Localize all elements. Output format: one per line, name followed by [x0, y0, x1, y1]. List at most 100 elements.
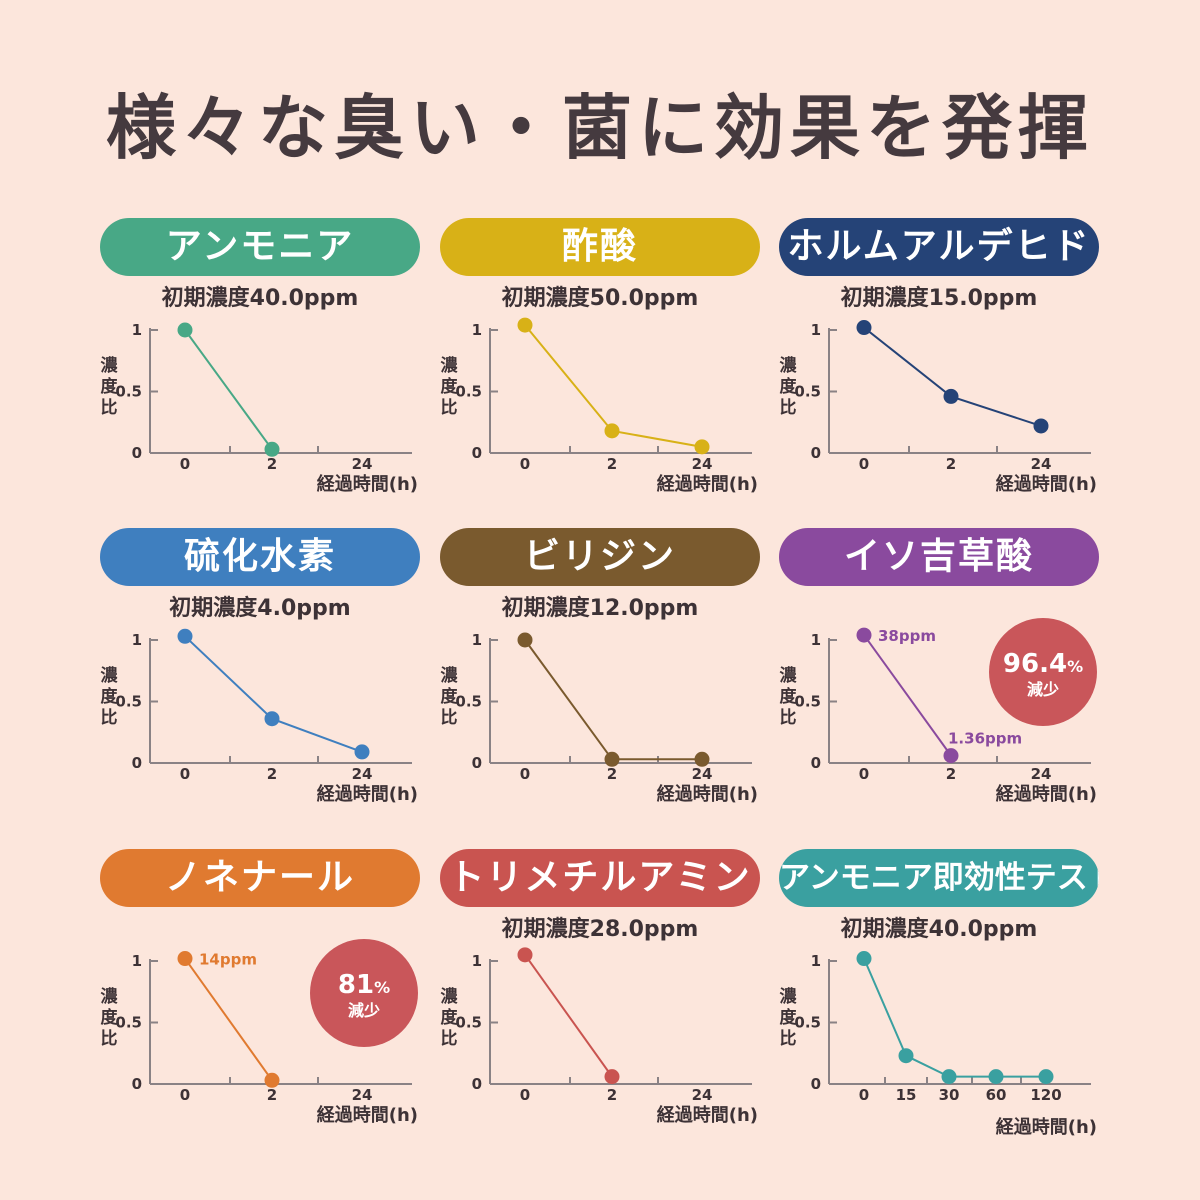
data-point	[1038, 1069, 1054, 1085]
data-point	[264, 441, 280, 457]
y-tick-label: 0	[472, 444, 482, 462]
chart-title: ビリジン	[440, 528, 760, 586]
y-tick-label: 0.5	[115, 1014, 142, 1032]
y-axis-label: 濃	[780, 986, 798, 1007]
x-axis-label: 経過時間(h)	[996, 783, 1097, 805]
initial-concentration: 初期濃度28.0ppm	[501, 917, 699, 942]
data-label: 1.36ppm	[948, 730, 1022, 748]
x-tick-label: 2	[267, 765, 277, 783]
y-axis-label: 比	[441, 707, 458, 728]
x-tick-label: 24	[352, 1086, 373, 1104]
page-title: 様々な臭い・菌に効果を発揮	[106, 87, 1094, 169]
y-tick-label: 0	[472, 754, 482, 772]
y-axis-label: 比	[101, 707, 118, 728]
y-axis-label: 濃	[101, 665, 119, 686]
y-axis-label: 比	[101, 397, 118, 418]
initial-concentration: 初期濃度40.0ppm	[840, 917, 1038, 942]
series-line	[524, 954, 613, 1078]
data-point	[517, 317, 533, 333]
badge-label: 減少	[1027, 680, 1059, 699]
y-tick-label: 1	[811, 952, 821, 970]
data-label: 38ppm	[878, 627, 936, 645]
badge-label: 減少	[348, 1001, 380, 1020]
x-tick-label: 2	[607, 1086, 617, 1104]
badge-number: 96.4	[1003, 649, 1067, 679]
panel-nonenal: ノネナール 1 0.5 0 濃度比 0 2 24 経過時間(h) 14ppm 81% 減少	[100, 849, 440, 1149]
reduction-badge: 81%減少	[310, 939, 418, 1047]
y-tick-label: 0	[811, 754, 821, 772]
y-axis-label: 度	[441, 1007, 459, 1028]
initial-concentration: 初期濃度15.0ppm	[840, 286, 1038, 311]
initial-concentration: 初期濃度12.0ppm	[501, 596, 699, 621]
chart-title: 硫化水素	[100, 528, 420, 586]
x-axis-label: 経過時間(h)	[996, 473, 1097, 495]
series-line	[184, 635, 363, 753]
x-tick-label: 0	[859, 455, 869, 473]
y-tick-label: 1	[472, 631, 482, 649]
x-axis-label: 経過時間(h)	[317, 1104, 418, 1126]
x-tick-label: 24	[692, 455, 713, 473]
y-axis-label: 比	[101, 1028, 118, 1049]
series-line	[184, 329, 273, 450]
chart-title: ホルムアルデヒド	[779, 218, 1099, 276]
data-point	[177, 951, 193, 967]
y-axis-label: 濃	[780, 665, 798, 686]
data-point	[604, 423, 620, 439]
y-tick-label: 1	[472, 952, 482, 970]
data-point	[856, 951, 872, 967]
x-tick-label: 24	[352, 455, 373, 473]
data-point	[517, 947, 533, 963]
panel-formaldehyde: ホルムアルデヒド 初期濃度15.0ppm 1 0.5 0 濃度比 0 2 24 経過時間(h)	[779, 218, 1119, 518]
chart-title: 酢酸	[440, 218, 760, 276]
y-tick-label: 0	[811, 444, 821, 462]
x-axis-label: 経過時間(h)	[657, 783, 758, 805]
x-tick-label: 2	[946, 765, 956, 783]
x-tick-label: 2	[946, 455, 956, 473]
chart-plot: 1 0.5 0 濃度比 0 15 30 60 120 経過時間(h)	[780, 951, 1097, 1138]
badge-unit: %	[374, 978, 390, 997]
y-axis-label: 濃	[441, 355, 459, 376]
badge-unit: %	[1067, 657, 1083, 676]
chart-title: アンモニア	[100, 218, 420, 276]
x-tick-label: 2	[267, 1086, 277, 1104]
y-tick-label: 1	[811, 321, 821, 339]
x-tick-label: 30	[939, 1086, 960, 1104]
x-tick-label: 60	[986, 1086, 1007, 1104]
x-tick-label: 2	[607, 765, 617, 783]
data-point	[604, 751, 620, 767]
y-tick-label: 0.5	[455, 1014, 482, 1032]
x-axis-label: 経過時間(h)	[657, 473, 758, 495]
chart-title: アンモニア即効性テスト	[779, 849, 1099, 907]
y-tick-label: 1	[132, 952, 142, 970]
y-axis-label: 比	[780, 397, 797, 418]
y-axis-label: 濃	[441, 665, 459, 686]
panel-ammonia-speed-test: アンモニア即効性テスト 初期濃度40.0ppm 1 0.5 0 濃度比 0 15 30 60 120…	[779, 849, 1119, 1149]
y-tick-label: 0.5	[455, 693, 482, 711]
x-tick-label: 24	[692, 1086, 713, 1104]
data-point	[1033, 418, 1049, 434]
x-tick-label: 120	[1030, 1086, 1061, 1104]
data-point	[517, 632, 533, 648]
y-axis-label: 度	[101, 1007, 119, 1028]
x-tick-label: 24	[352, 765, 373, 783]
data-point	[941, 1069, 957, 1085]
y-axis-label: 濃	[780, 355, 798, 376]
data-point	[604, 1069, 620, 1085]
x-tick-label: 24	[1031, 765, 1052, 783]
x-axis-label: 経過時間(h)	[996, 1116, 1097, 1138]
series-line	[863, 326, 1042, 427]
x-tick-label: 0	[520, 765, 530, 783]
panel-acetic-acid: 酢酸 初期濃度50.0ppm 1 0.5 0 濃度比 0 2 24 経過時間(h)	[440, 218, 780, 518]
x-tick-label: 24	[692, 765, 713, 783]
y-axis-label: 濃	[101, 355, 119, 376]
panel-isovaleric-acid: イソ吉草酸 1 0.5 0 濃度比 0 2 24 経過時間(h) 38ppm 1.36ppm 96.4…	[779, 528, 1119, 828]
badge-circle	[989, 618, 1097, 726]
y-axis-label: 濃	[441, 986, 459, 1007]
series-line	[863, 958, 1046, 1078]
y-axis-label: 度	[780, 1007, 798, 1028]
series-line	[863, 634, 952, 757]
